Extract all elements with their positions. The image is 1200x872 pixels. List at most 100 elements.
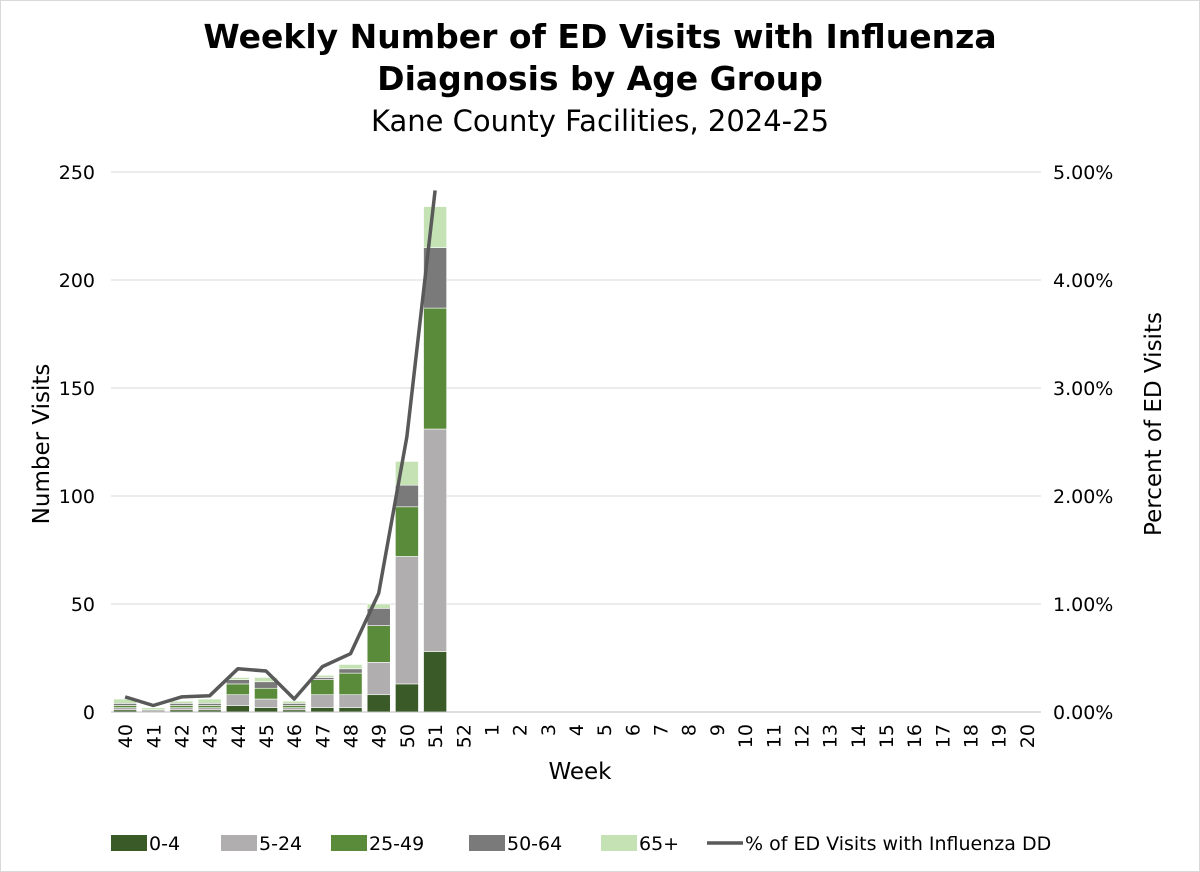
x-tick-label: 14 — [848, 724, 870, 748]
x-tick-label: 46 — [284, 724, 306, 748]
y2-tick-label: 0.00% — [1053, 702, 1113, 724]
bar-segment — [169, 700, 194, 704]
x-tick-label: 41 — [143, 724, 165, 748]
x-tick-label: 3 — [538, 724, 560, 736]
x-tick-label: 1 — [481, 724, 503, 736]
y2-tick-label: 4.00% — [1053, 270, 1113, 292]
x-axis-title: Week — [548, 759, 612, 785]
x-tick-label: 16 — [904, 724, 926, 748]
x-tick-label: 13 — [820, 724, 842, 748]
axes: 0501001502002500.00%1.00%2.00%3.00%4.00%… — [29, 162, 1167, 785]
legend-swatch — [601, 835, 637, 851]
y2-tick-label: 2.00% — [1053, 486, 1113, 508]
y-tick-label: 250 — [59, 162, 95, 184]
x-tick-label: 40 — [115, 724, 137, 748]
x-tick-label: 18 — [961, 724, 983, 748]
legend-label: 65+ — [639, 833, 679, 855]
bar-segment — [366, 662, 391, 696]
bar-segment — [225, 694, 250, 706]
x-tick-label: 11 — [763, 724, 785, 748]
y2-tick-label: 5.00% — [1053, 162, 1113, 184]
x-tick-label: 7 — [651, 724, 673, 736]
legend-label: % of ED Visits with Influenza DD — [745, 833, 1051, 855]
x-tick-label: 5 — [594, 724, 616, 736]
bar-segment — [338, 707, 363, 713]
percent-line — [124, 190, 437, 708]
bar-segment — [310, 707, 335, 713]
x-tick-label: 9 — [707, 724, 729, 736]
bar-segment — [254, 681, 278, 689]
bar-segment — [169, 707, 194, 711]
bar-segment — [338, 672, 363, 696]
y-tick-label: 0 — [83, 702, 95, 724]
bar-segment — [282, 700, 307, 704]
x-tick-label: 20 — [1017, 724, 1039, 748]
y2-tick-label: 3.00% — [1053, 378, 1113, 400]
bar-segment — [254, 707, 278, 713]
bar-segment — [310, 694, 335, 708]
bar-segment — [254, 677, 278, 683]
legend-label: 25-49 — [369, 833, 424, 855]
y2-tick-label: 1.00% — [1053, 594, 1113, 616]
x-tick-label: 12 — [791, 724, 813, 748]
x-tick-label: 2 — [510, 724, 532, 736]
bar-segment — [113, 705, 137, 708]
bar-segment — [197, 703, 222, 706]
bar-segment — [423, 651, 447, 713]
bar-segment — [254, 698, 278, 708]
bar-segment — [395, 556, 419, 685]
percent-line-path — [124, 190, 437, 708]
bar-segment — [338, 668, 363, 674]
legend-label: 5-24 — [259, 833, 302, 855]
x-tick-label: 8 — [679, 724, 701, 736]
bar-segment — [282, 707, 307, 711]
y-tick-label: 200 — [59, 270, 95, 292]
x-tick-label: 10 — [735, 724, 757, 748]
x-tick-label: 50 — [397, 724, 419, 748]
bar-segment — [423, 428, 447, 652]
bar-segment — [197, 705, 222, 708]
bar-segment — [395, 683, 419, 713]
x-tick-label: 17 — [932, 724, 954, 748]
x-tick-label: 15 — [876, 724, 898, 748]
bar-segment — [366, 694, 391, 713]
x-tick-label: 4 — [566, 724, 588, 736]
gridlines — [111, 171, 1041, 605]
y-tick-label: 100 — [59, 486, 95, 508]
bar-segment — [169, 705, 194, 708]
legend-swatch — [221, 835, 257, 851]
x-tick-label: 45 — [256, 724, 278, 748]
legend-swatch — [111, 835, 147, 851]
bar-segment — [169, 703, 194, 706]
y-axis-title: Number Visits — [29, 364, 55, 525]
bar-segment — [395, 506, 419, 557]
bar-segment — [310, 679, 335, 696]
x-tick-label: 48 — [341, 724, 363, 748]
bar-segment — [197, 707, 222, 711]
bar-segment — [423, 206, 447, 248]
x-tick-label: 43 — [200, 724, 222, 748]
bar-segment — [282, 705, 307, 708]
x-tick-label: 19 — [989, 724, 1011, 748]
chart-subtitle: Kane County Facilities, 2024-25 — [370, 104, 830, 138]
bar-segment — [338, 694, 363, 708]
bar-segment — [141, 707, 166, 711]
bar-segment — [225, 679, 250, 685]
chart-title-line-1: Weekly Number of ED Visits with Influenz… — [203, 17, 997, 56]
x-tick-label: 52 — [453, 724, 475, 748]
y-tick-label: 50 — [71, 594, 95, 616]
chart-title-line-2: Diagnosis by Age Group — [377, 59, 823, 98]
bar-segment — [113, 703, 137, 706]
bar-segment — [225, 683, 250, 696]
x-tick-label: 47 — [312, 724, 334, 748]
bar-segment — [423, 307, 447, 430]
bar-segment — [225, 705, 250, 713]
legend: 0-4 5-24 25-49 50-64 65+ % of ED Visits with … — [111, 833, 1051, 855]
bar-segment — [197, 698, 222, 704]
bar-segment — [282, 703, 307, 706]
bar-segment — [338, 664, 363, 670]
x-tick-label: 44 — [228, 724, 250, 748]
bar-segment — [113, 707, 137, 711]
